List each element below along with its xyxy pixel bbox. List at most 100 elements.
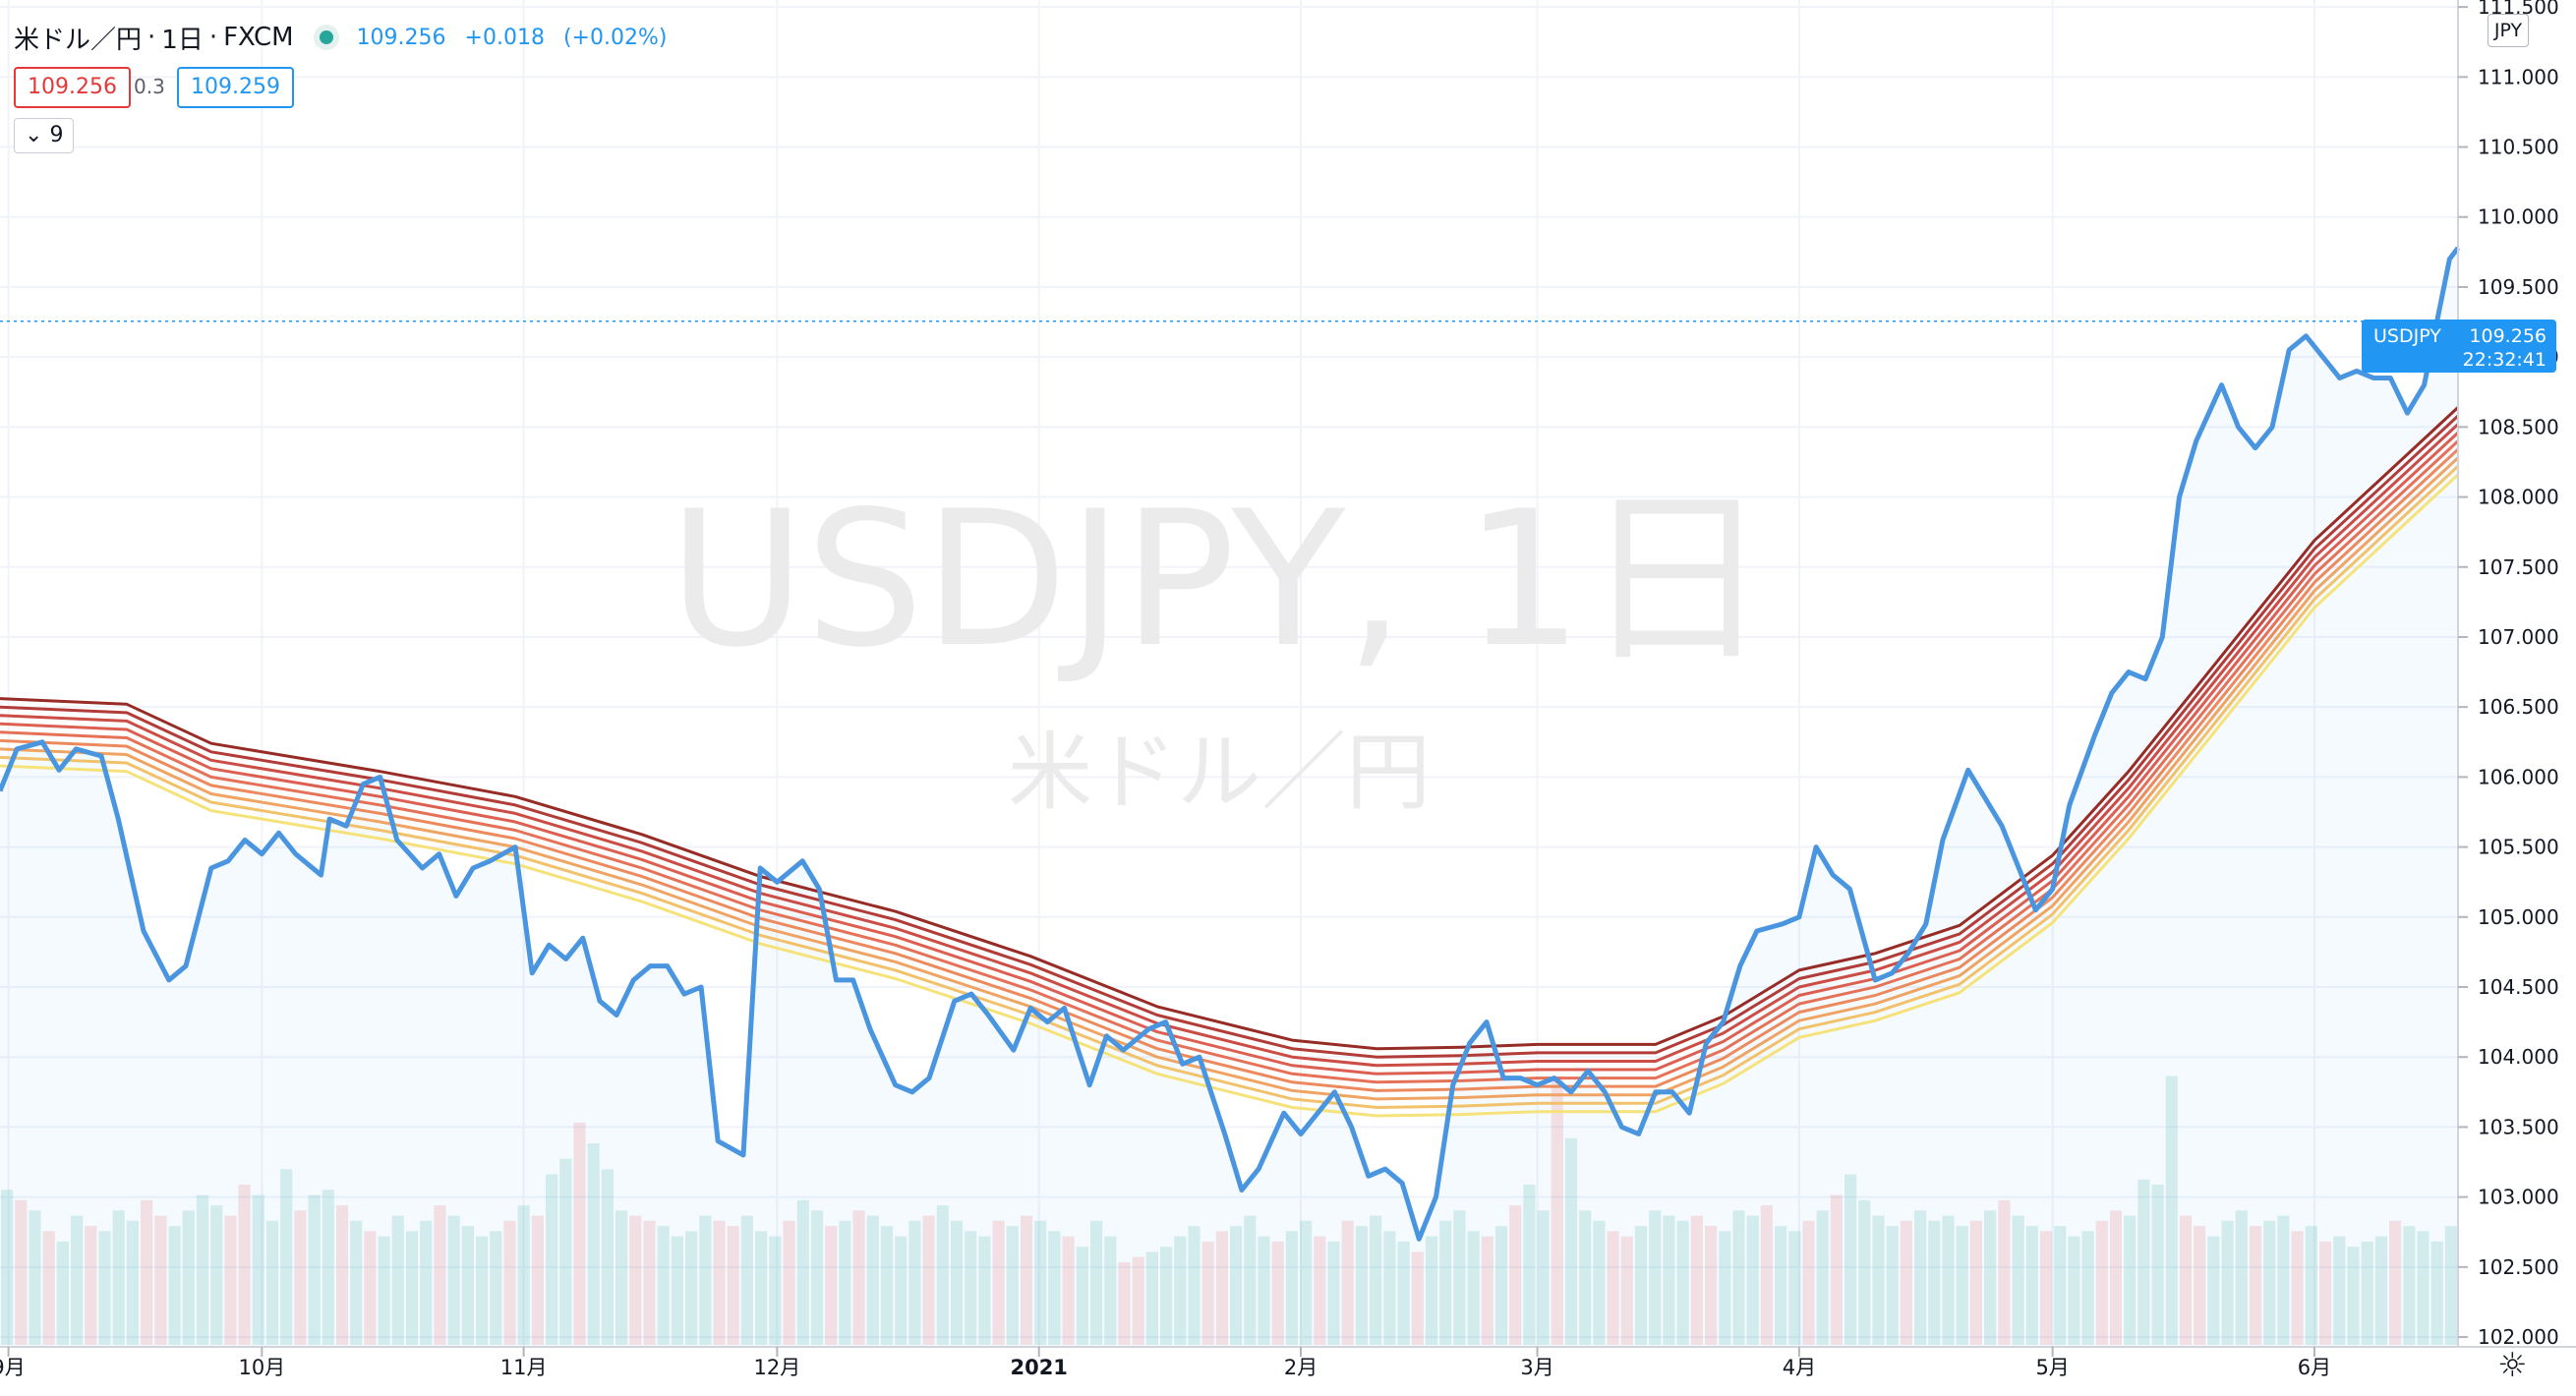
volume-bar bbox=[98, 1231, 111, 1345]
buy-button[interactable]: 109.259 bbox=[177, 67, 294, 108]
watermark-description: 米ドル／円 bbox=[1008, 724, 1431, 822]
watermark-symbol: USDJPY, 1日 bbox=[669, 471, 1770, 688]
volume-bar bbox=[866, 1215, 879, 1345]
time-tick-label: 4月 bbox=[1783, 1356, 1816, 1379]
settings-gear-icon[interactable]: ☼ bbox=[2497, 1346, 2528, 1385]
time-tick-label: 2月 bbox=[1284, 1356, 1317, 1379]
price-line[interactable] bbox=[0, 246, 2460, 1242]
volume-bar bbox=[699, 1215, 712, 1345]
volume-bar bbox=[447, 1215, 460, 1345]
volume-bar bbox=[461, 1226, 474, 1345]
change-percent: (+0.02%) bbox=[562, 25, 668, 50]
volume-bar bbox=[1174, 1236, 1187, 1345]
volume-bar bbox=[112, 1210, 125, 1345]
volume-bar bbox=[1258, 1236, 1270, 1345]
volume-bar bbox=[238, 1185, 251, 1345]
volume-bar bbox=[2165, 1076, 2178, 1345]
indicator-count: 9 bbox=[49, 123, 64, 147]
volume-bar bbox=[615, 1210, 628, 1345]
price-axis[interactable]: 102.000 102.500 103.000 103.500 104.000 104.5… bbox=[2458, 0, 2559, 1349]
volume-bar bbox=[1453, 1210, 1466, 1345]
volume-bar bbox=[1956, 1226, 1968, 1345]
separator-dot: · bbox=[208, 23, 218, 52]
volume-bar bbox=[1300, 1220, 1313, 1345]
volume-bar bbox=[2109, 1210, 2123, 1345]
volume-bar bbox=[825, 1226, 838, 1345]
volume-bar bbox=[1271, 1241, 1284, 1345]
volume-bar bbox=[713, 1220, 726, 1345]
symbol-header[interactable]: 米ドル／円 · 1日 · FXCM 109.256 +0.018 (+0.02%… bbox=[14, 18, 678, 57]
volume-bar bbox=[1830, 1194, 1843, 1345]
volume-bar bbox=[1760, 1205, 1773, 1345]
volume-bar bbox=[294, 1210, 307, 1345]
ma-line[interactable] bbox=[0, 414, 2460, 1059]
volume-bar bbox=[2249, 1226, 2262, 1345]
price-tick-label: 107.000 bbox=[2478, 625, 2559, 649]
last-price-label: USDJPY 109.256 22:32:41 bbox=[2362, 320, 2556, 373]
volume-bar bbox=[1607, 1231, 1619, 1345]
price-tick-label: 110.500 bbox=[2478, 136, 2559, 159]
time-axis[interactable]: 9月 10月 11月 12月 2021 2月 3月 4月 5月 6月 bbox=[0, 1347, 2331, 1379]
volume-bar bbox=[1844, 1174, 1857, 1345]
ma-line[interactable] bbox=[0, 465, 2460, 1109]
volume-bar bbox=[1201, 1241, 1214, 1345]
time-tick-label: 11月 bbox=[500, 1356, 548, 1379]
ma-line[interactable] bbox=[0, 439, 2460, 1084]
volume-bar bbox=[182, 1210, 195, 1345]
volume-bar bbox=[154, 1215, 167, 1345]
spread-value: 0.3 bbox=[134, 75, 165, 98]
ma-line[interactable] bbox=[0, 456, 2460, 1101]
volume-bar bbox=[1370, 1215, 1382, 1345]
volume-bar bbox=[126, 1220, 139, 1345]
price-tick-label: 104.000 bbox=[2478, 1045, 2559, 1069]
price-tick-label: 110.000 bbox=[2478, 205, 2559, 229]
volume-bar bbox=[280, 1169, 293, 1345]
volume-bar bbox=[1676, 1220, 1689, 1345]
indicators-collapse-button[interactable]: ⌄ 9 bbox=[14, 118, 75, 153]
volume-bar bbox=[434, 1205, 446, 1345]
price-tick-label: 104.500 bbox=[2478, 975, 2559, 999]
ma-line[interactable] bbox=[0, 406, 2460, 1051]
market-status-icon[interactable] bbox=[319, 30, 333, 44]
interval-label[interactable]: 1日 bbox=[161, 25, 204, 55]
volume-bar bbox=[1314, 1236, 1326, 1345]
volume-bar bbox=[2430, 1241, 2443, 1345]
volume-bar bbox=[1341, 1220, 1354, 1345]
chevron-down-icon: ⌄ bbox=[25, 123, 43, 147]
volume-bar bbox=[1104, 1236, 1117, 1345]
time-tick-label: 6月 bbox=[2298, 1356, 2331, 1379]
volume-bar bbox=[420, 1220, 433, 1345]
ma-line[interactable] bbox=[0, 423, 2460, 1068]
volume-bar bbox=[1858, 1199, 1871, 1345]
volume-bar bbox=[1620, 1236, 1633, 1345]
symbol-name[interactable]: 米ドル／円 bbox=[14, 25, 143, 55]
volume-bar bbox=[2221, 1220, 2234, 1345]
volume-bar bbox=[796, 1199, 809, 1345]
sell-button[interactable]: 109.256 bbox=[14, 67, 131, 108]
volume-bar bbox=[2291, 1231, 2304, 1345]
ma-line[interactable] bbox=[0, 447, 2460, 1092]
time-tick-label: 3月 bbox=[1520, 1356, 1553, 1379]
watermark: USDJPY, 1日 米ドル／円 bbox=[669, 471, 1770, 822]
volume-bar bbox=[2081, 1231, 2094, 1345]
volume-bar bbox=[852, 1210, 865, 1345]
volume-bar bbox=[517, 1205, 530, 1345]
currency-button[interactable]: JPY bbox=[2488, 14, 2529, 47]
volume-bar bbox=[1872, 1215, 1885, 1345]
price-tick-label: 106.000 bbox=[2478, 765, 2559, 788]
volume-bar bbox=[1285, 1231, 1298, 1345]
volume-bar bbox=[1900, 1220, 1912, 1345]
price-tick-label: 106.500 bbox=[2478, 695, 2559, 719]
volume-bar bbox=[2068, 1236, 2080, 1345]
ma-line[interactable] bbox=[0, 431, 2460, 1076]
volume-bar bbox=[2124, 1215, 2137, 1345]
price-tick-label: 109.500 bbox=[2478, 275, 2559, 299]
volume-bar bbox=[350, 1220, 363, 1345]
volume-bar bbox=[1327, 1241, 1340, 1345]
ma-ribbon bbox=[0, 406, 2460, 1118]
volume-bars bbox=[1, 1076, 2457, 1345]
volume-bar bbox=[1942, 1215, 1955, 1345]
volume-bar bbox=[1802, 1220, 1815, 1345]
volume-bar bbox=[2054, 1226, 2067, 1345]
